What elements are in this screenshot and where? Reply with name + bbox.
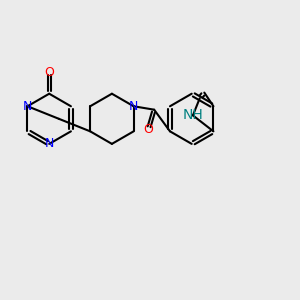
Text: O: O: [143, 123, 153, 136]
Text: N: N: [44, 137, 54, 150]
Text: O: O: [44, 66, 54, 79]
Text: NH: NH: [182, 108, 203, 122]
Text: N: N: [23, 100, 32, 113]
Text: N: N: [129, 100, 138, 113]
